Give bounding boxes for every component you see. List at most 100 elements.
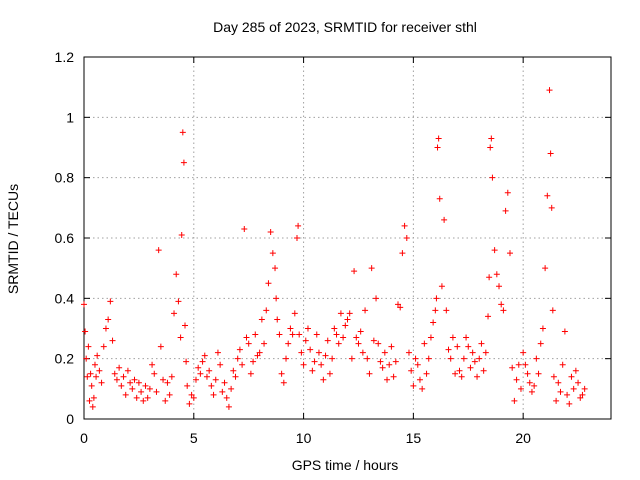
data-point	[307, 346, 314, 353]
data-point	[388, 343, 395, 350]
data-point	[280, 379, 287, 386]
data-point	[192, 376, 199, 383]
data-point	[550, 373, 557, 380]
y-tick-label: 0.6	[55, 230, 75, 246]
y-tick-label: 1	[66, 109, 74, 125]
data-point	[460, 355, 467, 362]
data-point	[366, 370, 373, 377]
data-point	[488, 135, 495, 142]
y-tick-label: 1.2	[55, 49, 75, 65]
data-point	[102, 325, 109, 332]
data-point	[537, 340, 544, 347]
data-point	[410, 382, 417, 389]
data-point	[295, 222, 302, 229]
data-point	[524, 370, 531, 377]
data-point	[329, 355, 336, 362]
data-point	[81, 301, 87, 308]
data-point	[258, 316, 265, 323]
data-point	[427, 334, 434, 341]
data-point	[395, 301, 402, 308]
data-point	[392, 358, 399, 365]
data-point	[486, 274, 493, 281]
data-point	[230, 367, 237, 374]
data-point	[197, 370, 204, 377]
data-point	[397, 304, 404, 311]
data-point	[179, 129, 186, 136]
data-point	[348, 355, 355, 362]
data-point	[515, 361, 522, 368]
grid	[84, 57, 611, 419]
data-point	[111, 370, 118, 377]
data-point	[399, 250, 406, 257]
data-point	[517, 385, 524, 392]
x-tick-label: 20	[515, 430, 531, 446]
data-point	[210, 391, 217, 398]
data-point	[298, 349, 305, 356]
y-tick-label: 0.2	[55, 351, 75, 367]
data-point	[423, 370, 430, 377]
data-point	[89, 403, 96, 410]
data-point	[82, 328, 89, 335]
data-point	[105, 316, 112, 323]
data-point	[86, 397, 93, 404]
data-point	[476, 355, 483, 362]
data-point	[127, 379, 134, 386]
data-point	[221, 379, 228, 386]
data-point	[414, 361, 421, 368]
data-point	[359, 349, 366, 356]
data-point	[381, 349, 388, 356]
data-point	[182, 322, 189, 329]
data-point	[326, 370, 333, 377]
data-point	[90, 394, 97, 401]
data-point	[553, 397, 560, 404]
data-point	[254, 352, 261, 359]
data-point	[384, 376, 391, 383]
data-point	[546, 87, 553, 94]
data-point	[245, 340, 252, 347]
x-tick-label: 15	[406, 430, 422, 446]
data-point	[496, 283, 503, 290]
data-point	[157, 343, 164, 350]
data-point	[566, 400, 573, 407]
data-point	[362, 307, 369, 314]
data-point	[309, 367, 316, 374]
data-point	[469, 349, 476, 356]
data-point	[509, 364, 516, 371]
data-point	[342, 322, 349, 329]
data-point	[434, 144, 441, 151]
data-point	[93, 373, 100, 380]
data-point	[171, 310, 178, 317]
data-point	[265, 280, 272, 287]
data-point	[425, 355, 432, 362]
data-point	[168, 373, 175, 380]
data-point	[183, 358, 190, 365]
data-point	[269, 250, 276, 257]
data-point	[403, 235, 410, 241]
data-point	[435, 135, 442, 142]
data-point	[153, 388, 160, 395]
data-point	[544, 192, 551, 199]
data-point	[173, 271, 180, 278]
data-point	[212, 376, 219, 383]
data-point	[91, 361, 98, 368]
data-point	[333, 331, 340, 338]
data-point	[113, 376, 120, 383]
data-point	[293, 235, 300, 241]
data-point	[234, 355, 241, 362]
data-point	[433, 295, 440, 302]
data-point	[482, 349, 489, 356]
ticks: 0 0.2 0.4 0.6 0.8 1 1.2 0 5 10 15 20	[55, 49, 611, 446]
data-point	[315, 349, 322, 356]
data-point	[214, 349, 221, 356]
data-point	[232, 373, 239, 380]
data-point	[491, 247, 498, 254]
data-point	[487, 144, 494, 151]
data-point	[88, 382, 95, 389]
data-point	[386, 361, 393, 368]
data-point	[579, 391, 586, 398]
data-point	[547, 150, 554, 157]
data-point	[467, 364, 474, 371]
data-point	[430, 319, 437, 326]
data-point	[107, 298, 114, 305]
data-point	[283, 355, 290, 362]
